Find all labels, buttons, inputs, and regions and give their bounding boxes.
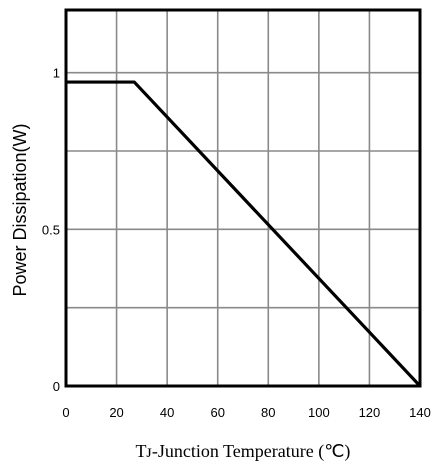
y-tick-label: 1: [53, 66, 60, 81]
x-tick-label: 60: [210, 405, 224, 420]
x-tick-label: 80: [261, 405, 275, 420]
x-axis-label: Tᴊ-Junction Temperature (℃): [136, 441, 351, 462]
plot-frame: [64, 8, 422, 388]
series: [66, 80, 422, 388]
x-tick-labels: 0 20 40 60 80 100 120 140: [62, 405, 430, 420]
y-tick-labels: 00.51: [42, 66, 60, 394]
x-tick-label: 140: [409, 405, 431, 420]
x-tick-label: 0: [62, 405, 69, 420]
x-tick-label: 40: [160, 405, 174, 420]
grid: [66, 10, 420, 386]
x-tick-label: 100: [308, 405, 330, 420]
x-tick-label: 120: [359, 405, 381, 420]
y-tick-label: 0: [53, 379, 60, 394]
y-axis-label: Power Dissipation(W): [10, 123, 30, 296]
x-tick-label: 20: [109, 405, 123, 420]
series-line: [66, 80, 422, 388]
y-tick-label: 0.5: [42, 222, 60, 237]
